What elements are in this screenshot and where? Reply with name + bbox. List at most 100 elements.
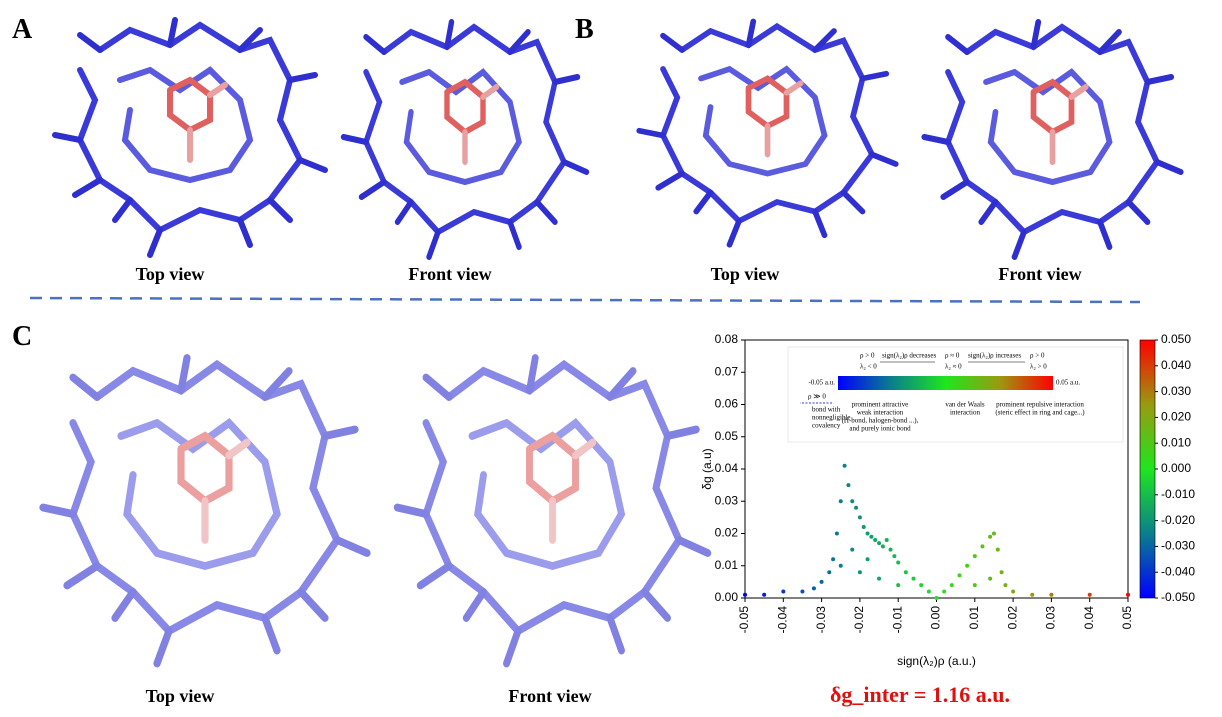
x-tick-label: 0.01 [967,606,981,630]
caption: Front view [998,264,1081,284]
y-tick-label: 0.05 [715,429,739,443]
caption: Top view [136,264,205,284]
inset-text: 0.05 a.u. [1056,379,1080,387]
y-tick-label: 0.02 [715,526,739,540]
point [1000,570,1004,574]
inset-text: ρ > 0 [1030,352,1045,360]
molecule-image [43,358,367,664]
point [877,541,881,545]
point [992,532,996,536]
inset-text: bond with [812,406,841,414]
point [762,593,766,597]
panel-label: B [575,14,594,45]
point [988,577,992,581]
inset-text: ρ > 0 [860,352,875,360]
point [1003,583,1007,587]
caption: Top view [146,686,215,706]
point [850,548,854,552]
inset-text: (steric effect in ring and cage...) [995,409,1085,417]
point [854,506,858,510]
caption: Front view [508,686,591,706]
point [1011,590,1015,594]
point [965,564,969,568]
x-tick-label: -0.05 [737,606,751,634]
point [996,548,1000,552]
point [858,515,862,519]
inset-text: interaction [950,409,980,417]
point [950,583,954,587]
caption: Top view [711,264,780,284]
inset-text: van der Waals [945,401,985,409]
point [831,557,835,561]
y-tick-label: 0.00 [715,590,739,604]
panel-label: C [12,321,32,352]
point [988,535,992,539]
point [866,557,870,561]
point [1030,593,1034,597]
x-tick-label: -0.02 [852,606,866,634]
point [843,464,847,468]
colorbar-tick-label: 0.040 [1161,358,1191,372]
inset-text: covalency [812,422,841,430]
colorbar-tick-label: -0.050 [1161,590,1195,604]
point [839,564,843,568]
inset-text: λ₂ > 0 [1030,363,1047,371]
point [839,499,843,503]
point [827,570,831,574]
inset-text: ρ ≫ 0 [808,393,826,401]
y-tick-label: 0.06 [715,397,739,411]
point [885,538,889,542]
point [866,532,870,536]
point [781,590,785,594]
colorbar-tick-label: -0.020 [1161,513,1195,527]
inset-text: -0.05 a.u. [809,379,836,387]
x-tick-label: 0.05 [1120,606,1134,630]
point [935,596,939,600]
y-tick-label: 0.01 [715,558,739,572]
molecule-image [344,22,587,257]
point [846,483,850,487]
point [904,570,908,574]
point [820,580,824,584]
x-tick-label: -0.04 [775,606,789,634]
point [889,548,893,552]
point [812,586,816,590]
point [892,554,896,558]
inset-bar [838,376,1053,390]
inset-text: prominent attractive [852,401,909,409]
molecule-image [924,22,1181,257]
point [835,532,839,536]
inset-text: sign(λ₂)ρ increases [968,352,1021,360]
inset-text: prominent repulsive interaction [996,401,1084,409]
point [957,573,961,577]
point [850,499,854,503]
x-tick-label: -0.03 [814,606,828,634]
point [858,570,862,574]
x-tick-label: 0.03 [1044,606,1058,630]
point [927,590,931,594]
point [973,583,977,587]
figure: A B C Top view Front view Top view Front… [0,0,1222,717]
point [919,583,923,587]
point [896,583,900,587]
molecule-image [397,358,708,664]
inset-text: (H-bond, halogen-bond ...), [842,417,919,425]
point [877,577,881,581]
x-tick-label: -0.01 [890,606,904,634]
colorbar-tick-label: 0.030 [1161,384,1191,398]
inset-text: λ₂ < 0 [860,363,877,371]
point [873,538,877,542]
colorbar-tick-label: -0.040 [1161,564,1195,578]
colorbar-tick-label: -0.030 [1161,539,1195,553]
point [1049,593,1053,597]
divider [30,298,1140,302]
x-tick-label: 0.02 [1005,606,1019,630]
colorbar-tick-label: 0.010 [1161,435,1191,449]
y-tick-label: 0.07 [715,364,739,378]
point [942,590,946,594]
point [1126,593,1130,597]
point [912,577,916,581]
molecule-image [639,22,896,245]
inset-text: weak interaction [857,409,904,417]
inset-text: ρ ≈ 0 [945,352,960,360]
